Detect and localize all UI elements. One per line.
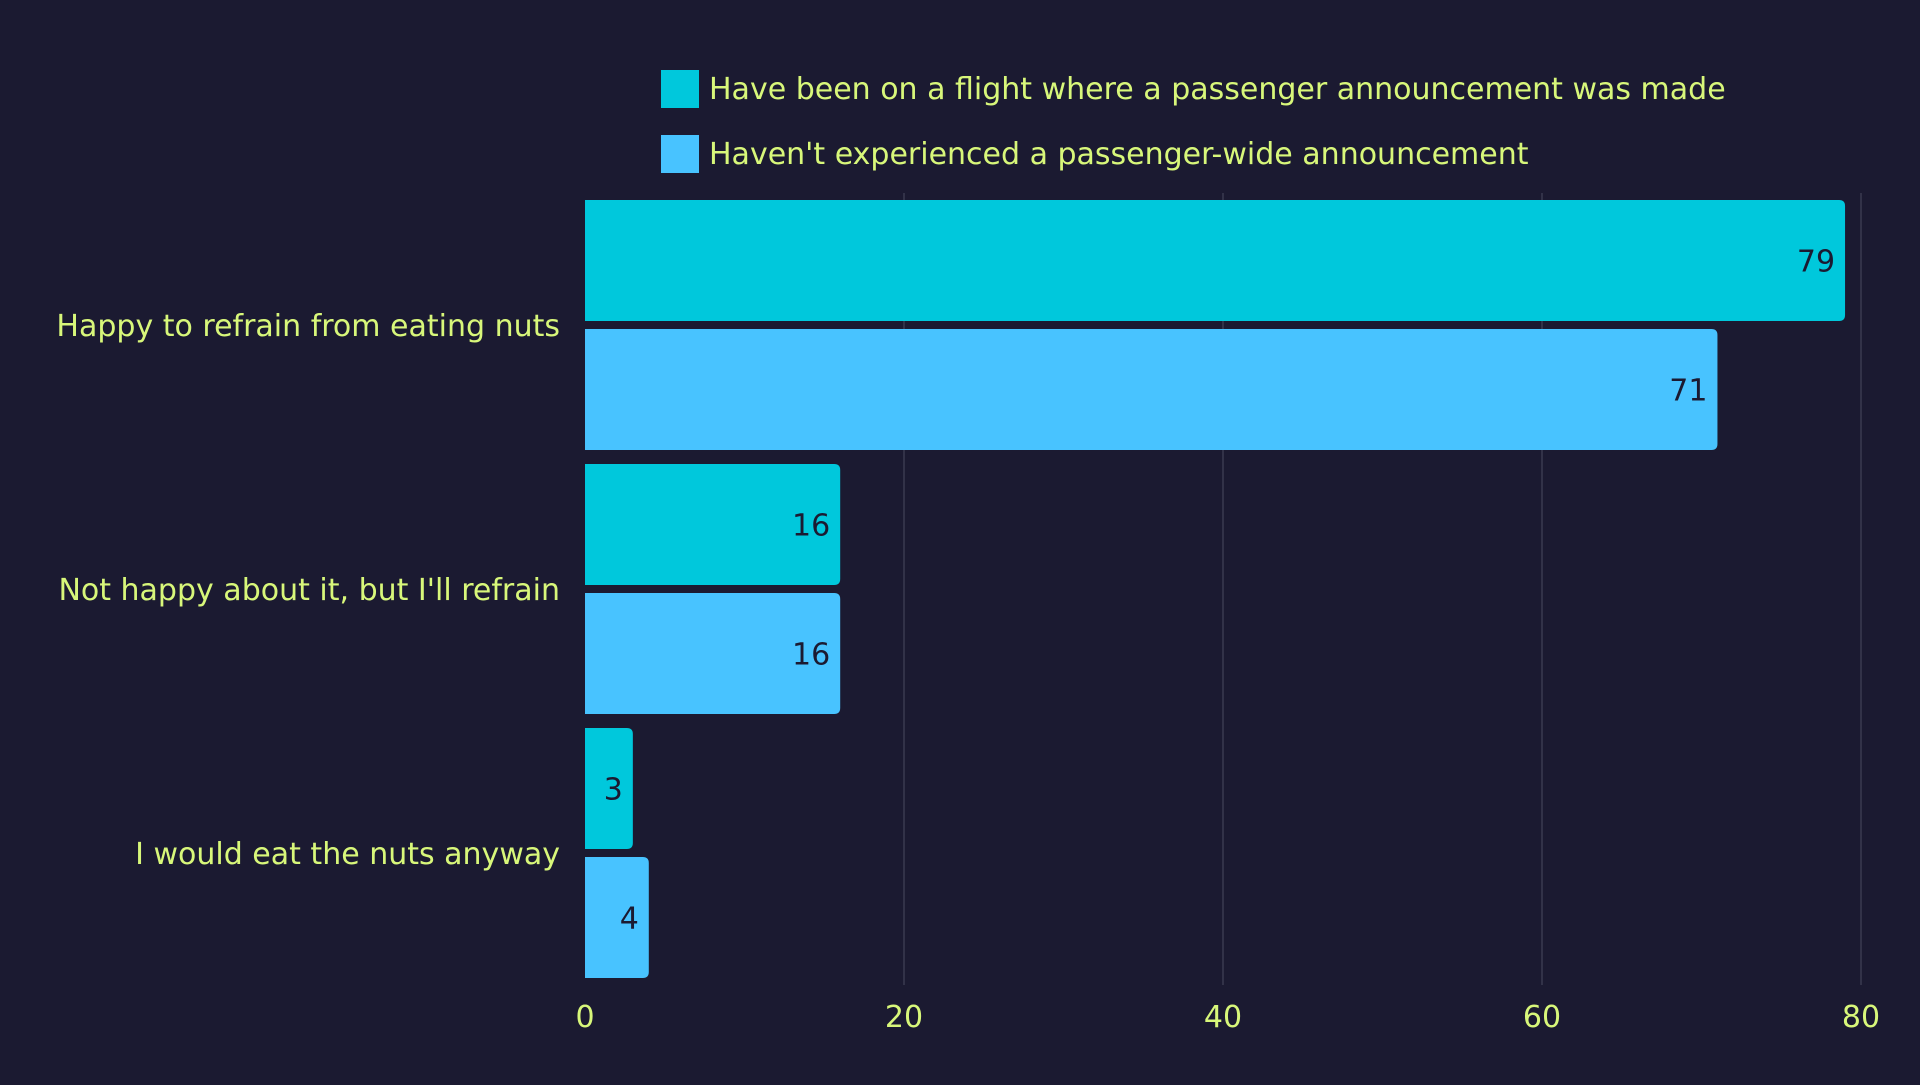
bar-value-label: 16 (792, 509, 830, 544)
gridlines (903, 193, 1862, 985)
legend: Have been on a flight where a passenger … (661, 70, 1726, 173)
category-labels: Happy to refrain from eating nuts Not hap… (56, 309, 560, 872)
bar-value-label: 79 (1797, 245, 1835, 280)
x-tick-label: 60 (1523, 1000, 1561, 1035)
x-tick-label: 20 (885, 1000, 923, 1035)
x-tick-label: 0 (575, 1000, 594, 1035)
bar-value-label: 71 (1669, 374, 1707, 409)
x-tick-label: 40 (1204, 1000, 1242, 1035)
bar (585, 200, 1846, 321)
legend-swatch (661, 70, 699, 108)
bar (585, 728, 633, 849)
bar (585, 464, 841, 585)
bar-value-label: 3 (604, 773, 623, 808)
category-label: Happy to refrain from eating nuts (56, 309, 560, 344)
legend-label: Haven't experienced a passenger-wide ann… (709, 137, 1529, 172)
bars (585, 200, 1846, 978)
bar-value-label: 4 (620, 902, 639, 937)
category-label: I would eat the nuts anyway (135, 837, 560, 872)
x-axis-ticks: 0 20 40 60 80 (575, 1000, 1880, 1035)
bar (585, 857, 649, 978)
value-labels: 79 71 16 16 3 4 (604, 245, 1835, 937)
bar (585, 329, 1718, 450)
bar-value-label: 16 (792, 638, 830, 673)
legend-label: Have been on a flight where a passenger … (709, 72, 1726, 107)
category-label: Not happy about it, but I'll refrain (58, 573, 560, 608)
legend-swatch (661, 135, 699, 173)
x-tick-label: 80 (1842, 1000, 1880, 1035)
bar (585, 593, 841, 714)
